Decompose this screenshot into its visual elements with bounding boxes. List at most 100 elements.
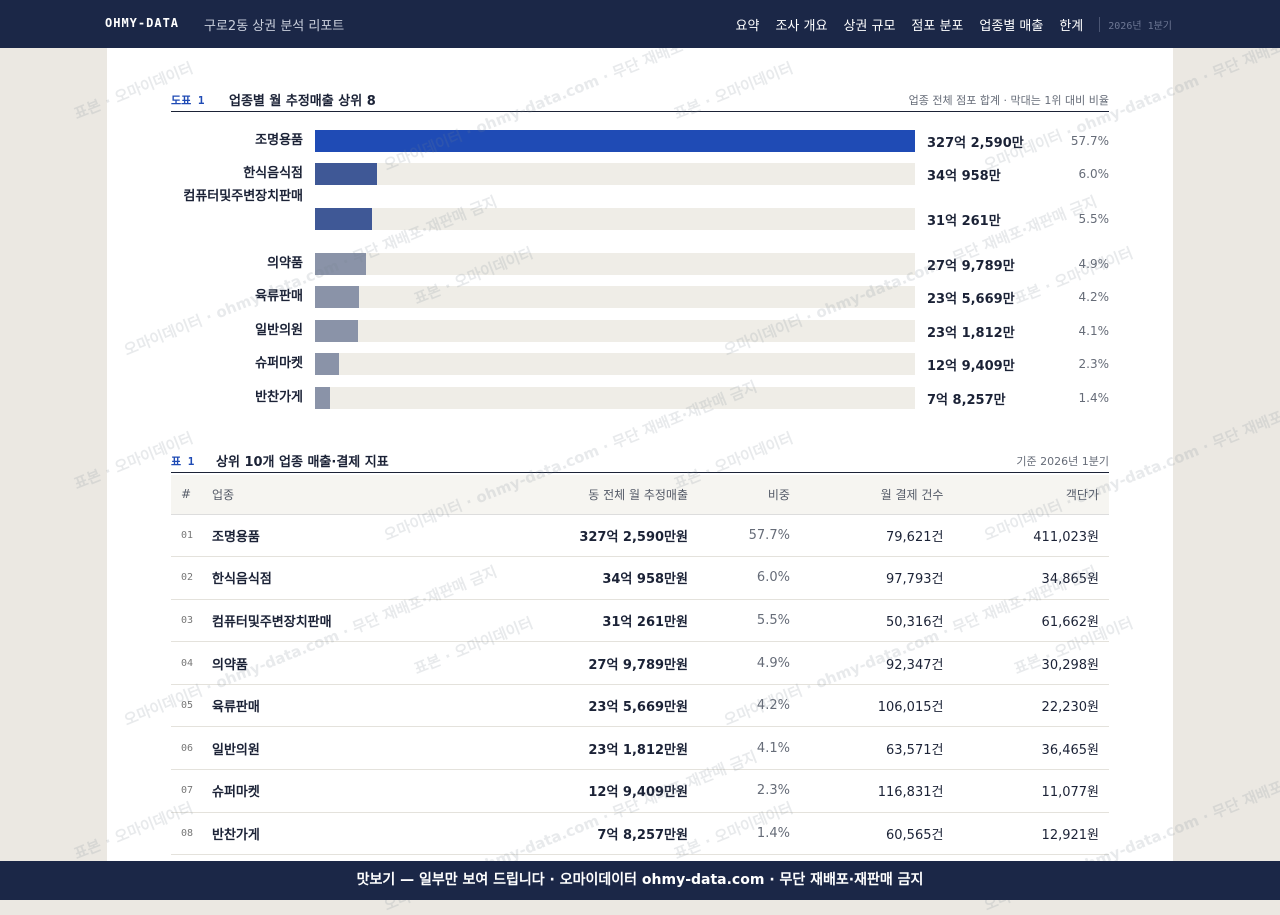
table-row: 08 반찬가게 7억 8,257만원 1.4% 60,565건 12,921원 [171,812,1109,856]
table-cell: 63,571건 [797,726,954,771]
table-cell: 02 [171,556,211,600]
value-label: 4.9% [1078,257,1110,271]
table-cell: 03 [171,599,211,643]
amount-label: 327억 2,590만 [927,136,1024,151]
figure-note: 업종 전체 점포 합계 · 막대는 1위 대비 비율 [908,94,1109,107]
table-cell: 07 [171,769,211,813]
value-label: 5.5% [1078,212,1110,226]
table-cell: 60,565건 [797,812,954,856]
bar-track [315,387,915,409]
category-label: 한식음식점 [243,166,303,181]
value-label: 4.1% [1078,324,1110,338]
table-row: 05 육류판매 23억 5,669만원 4.2% 106,015건 22,230원 [171,684,1109,728]
category-label: 조명용품 [255,133,303,148]
table-cell: 79,621건 [797,514,954,558]
bar [315,353,339,375]
figure-title: 업종별 월 추정매출 상위 8 [229,94,376,109]
logo[interactable]: OHMY-DATA [105,16,180,30]
value-label: 57.7% [1070,134,1109,148]
amount-label: 31억 261만 [927,214,1001,229]
category-label: 의약품 [267,256,303,271]
table-cell: 7억 8,257만원 [457,812,696,856]
amount-label: 7억 8,257만 [927,393,1006,408]
table-cell: 23억 5,669만원 [457,684,696,728]
table-cell: 50,316건 [797,599,954,643]
table-cell: 4.9% [695,641,798,685]
nav: 요약 조사 개요 상권 규모 점포 분포 업종별 매출 한계 2026년 1분기 [736,15,1172,34]
table-cell: 12억 9,409만원 [457,769,696,813]
table-cell: 반찬가게 [211,812,458,856]
table-cell: 조명용품 [211,514,458,558]
amount-label: 27억 9,789만 [927,259,1015,274]
table-row: 01 조명용품 327억 2,590만원 57.7% 79,621건 411,023원 [171,514,1109,558]
table-cell: 1.4% [695,812,798,856]
bar-track [315,253,915,275]
table-cell: 327억 2,590만원 [457,514,696,558]
category-label: 컴퓨터및주변장치판매 [183,189,303,204]
column-header: 비중 [695,475,798,515]
column-header: 월 결제 건수 [797,475,954,515]
category-label: 일반의원 [255,323,303,338]
table-cell: 411,023원 [953,514,1109,558]
table-cell: 57.7% [695,514,798,558]
bar [315,130,915,152]
table-row: 04 의약품 27억 9,789만원 4.9% 92,347건 30,298원 [171,641,1109,685]
table-cell: 5.5% [695,599,798,643]
amount-label: 23억 5,669만 [927,292,1015,307]
table-cell: 06 [171,726,211,771]
table-cell: 34,865원 [953,556,1109,600]
table-cell: 슈퍼마켓 [211,769,458,813]
table-cell: 11,077원 [953,769,1109,813]
bar [315,208,373,230]
bar-track [315,320,915,342]
nav-item[interactable]: 조사 개요 [775,19,828,34]
bar-track [315,208,915,230]
table-cell: 컴퓨터및주변장치판매 [211,599,458,643]
table-cell: 08 [171,812,211,856]
table-cell: 106,015건 [797,684,954,728]
table-note: 기준 2026년 1분기 [1016,455,1109,468]
table-cell: 34억 958만원 [457,556,696,600]
table-cell: 30,298원 [953,641,1109,685]
amount-label: 23억 1,812만 [927,326,1015,341]
figure-header: 도표 1 업종별 월 추정매출 상위 8 업종 전체 점포 합계 · 막대는 1… [171,92,1109,112]
table-label: 표 1 [171,455,195,468]
nav-item[interactable]: 상권 규모 [843,19,896,34]
bar-track [315,286,915,308]
table-cell: 05 [171,684,211,728]
table-cell: 한식음식점 [211,556,458,600]
table-cell: 의약품 [211,641,458,685]
column-header: 동 전체 월 추정매출 [457,475,696,515]
nav-item[interactable]: 한계 [1059,19,1084,34]
bar [315,286,359,308]
table-cell: 27억 9,789만원 [457,641,696,685]
category-label: 반찬가게 [255,390,303,405]
table-cell: 일반의원 [211,726,458,771]
table-cell: 36,465원 [953,726,1109,771]
figure-label: 도표 1 [171,94,205,107]
amount-label: 34억 958만 [927,169,1001,184]
value-label: 2.3% [1078,357,1110,371]
table-cell: 04 [171,641,211,685]
table-cell: 97,793건 [797,556,954,600]
table-row: 06 일반의원 23억 1,812만원 4.1% 63,571건 36,465원 [171,726,1109,771]
table-cell: 6.0% [695,556,798,600]
table-head: # 업종 동 전체 월 추정매출 비중 월 결제 건수 객단가 [171,475,1109,515]
column-header: 업종 [211,475,458,515]
table-row: 02 한식음식점 34억 958만원 6.0% 97,793건 34,865원 [171,556,1109,600]
table-title: 상위 10개 업종 매출·결제 지표 [216,455,389,470]
amount-label: 12억 9,409만 [927,359,1015,374]
bar-track [315,130,915,152]
value-label: 4.2% [1078,290,1110,304]
table-row: 07 슈퍼마켓 12억 9,409만원 2.3% 116,831건 11,077원 [171,769,1109,813]
nav-item[interactable]: 점포 분포 [911,19,964,34]
table-cell: 23억 1,812만원 [457,726,696,771]
bar [315,387,330,409]
metrics-table: # 업종 동 전체 월 추정매출 비중 월 결제 건수 객단가 01 조명용품 327억 2,5… [171,475,1109,856]
value-label: 6.0% [1078,167,1110,181]
nav-item[interactable]: 업종별 매출 [979,19,1044,34]
table-cell: 4.1% [695,726,798,771]
nav-item[interactable]: 요약 [735,19,760,34]
report-title: 구로2동 상권 분석 리포트 [204,19,345,34]
